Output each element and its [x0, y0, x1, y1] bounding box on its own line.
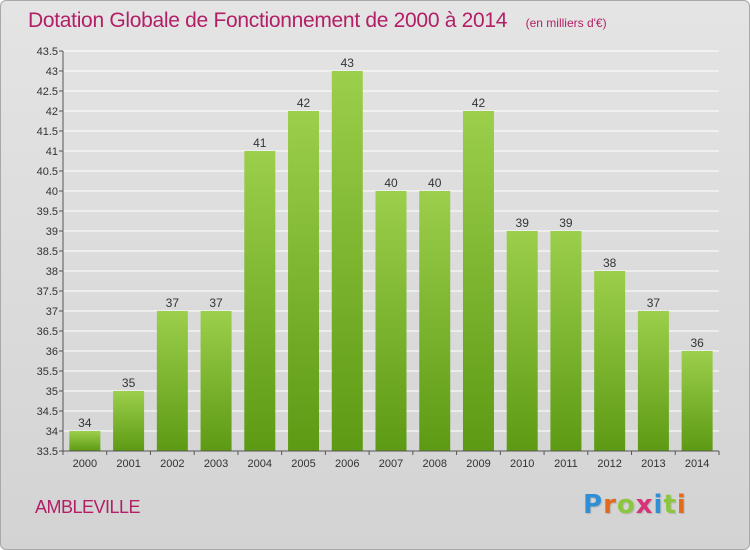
- y-tick-label: 40: [46, 186, 58, 198]
- y-tick-label: 37.5: [37, 286, 58, 298]
- bar-value-label: 36: [690, 336, 704, 350]
- y-axis-ticks: 33.5 34 34.5 35 35.5 36 36.5 37 37.5 38 38.5 39 39.5…: [37, 46, 64, 458]
- bar: [681, 351, 713, 451]
- x-tick-label: 2013: [641, 458, 665, 470]
- bar-value-label: 37: [209, 296, 223, 310]
- logo-letter: r: [603, 490, 617, 520]
- x-axis-ticks: 2000 2001 2002 2003 2004 2005 2006 2007 2008 2009…: [62, 450, 720, 470]
- bar: [288, 111, 320, 451]
- bar: [331, 71, 363, 451]
- bar-value-label: 35: [122, 376, 136, 390]
- bar: [506, 231, 538, 451]
- bar-value-label: 42: [297, 96, 311, 110]
- y-tick-label: 35.5: [37, 366, 58, 378]
- bar: [200, 311, 232, 451]
- x-tick-label: 2004: [248, 458, 272, 470]
- x-tick-label: 2000: [73, 458, 97, 470]
- bar-value-label: 37: [647, 296, 661, 310]
- logo-letter: i: [676, 490, 687, 520]
- y-tick-label: 41: [46, 146, 58, 158]
- y-tick-label: 37: [46, 306, 58, 318]
- bars: 34 35 37 37 41 42 43 40 40 42 39 39 38 37 36: [69, 56, 713, 451]
- bar: [550, 231, 582, 451]
- y-tick-label: 40.5: [37, 166, 58, 178]
- y-tick-label: 39: [46, 226, 58, 238]
- bar: [637, 311, 669, 451]
- commune-name: AMBLEVILLE: [35, 497, 141, 517]
- y-tick-label: 38: [46, 266, 58, 278]
- bar: [462, 111, 494, 451]
- x-tick-label: 2009: [466, 458, 490, 470]
- x-tick-label: 2014: [685, 458, 709, 470]
- bar: [156, 311, 188, 451]
- x-tick-label: 2008: [422, 458, 446, 470]
- bar-value-label: 37: [166, 296, 180, 310]
- y-tick-label: 36: [46, 346, 58, 358]
- y-tick-label: 34: [46, 426, 58, 438]
- x-tick-label: 2002: [160, 458, 184, 470]
- proxiti-logo[interactable]: Proxiti: [583, 490, 687, 520]
- logo-letter: x: [635, 490, 654, 520]
- y-tick-label: 43: [46, 66, 58, 78]
- x-tick-label: 2003: [204, 458, 228, 470]
- logo-letter: o: [616, 490, 636, 520]
- y-tick-label: 42: [46, 106, 58, 118]
- x-tick-label: 2010: [510, 458, 534, 470]
- bar-value-label: 40: [428, 176, 442, 190]
- x-tick-label: 2012: [597, 458, 621, 470]
- y-tick-label: 36.5: [37, 326, 58, 338]
- bar-value-label: 39: [559, 216, 573, 230]
- bar: [69, 431, 101, 451]
- bar-value-label: 42: [472, 96, 486, 110]
- y-tick-label: 39.5: [37, 206, 58, 218]
- y-tick-label: 34.5: [37, 406, 58, 418]
- y-tick-label: 38.5: [37, 246, 58, 258]
- bar-value-label: 41: [253, 136, 267, 150]
- x-tick-label: 2001: [116, 458, 140, 470]
- bar: [375, 191, 407, 451]
- x-tick-label: 2007: [379, 458, 403, 470]
- title-block: Dotation Globale de Fonctionnement de 20…: [28, 9, 607, 33]
- y-tick-label: 42.5: [37, 86, 58, 98]
- logo-letter: P: [583, 490, 604, 520]
- x-tick-label: 2006: [335, 458, 359, 470]
- bar: [419, 191, 451, 451]
- x-tick-label: 2005: [291, 458, 315, 470]
- bar: [244, 151, 276, 451]
- y-tick-label: 33.5: [37, 446, 58, 458]
- chart-unit: (en milliers d'€): [525, 16, 607, 30]
- bar-value-label: 38: [603, 256, 617, 270]
- y-tick-label: 43.5: [37, 46, 58, 58]
- bar: [113, 391, 145, 451]
- bar-value-label: 39: [516, 216, 530, 230]
- logo-letter: t: [663, 490, 677, 520]
- bar: [594, 271, 626, 451]
- bar-value-label: 34: [78, 416, 92, 430]
- x-tick-label: 2011: [554, 458, 578, 470]
- y-tick-label: 41.5: [37, 126, 58, 138]
- bar-value-label: 40: [384, 176, 398, 190]
- bar-value-label: 43: [341, 56, 355, 70]
- y-tick-label: 35: [46, 386, 58, 398]
- logo-letter: i: [653, 490, 664, 520]
- chart-title: Dotation Globale de Fonctionnement de 20…: [28, 9, 508, 32]
